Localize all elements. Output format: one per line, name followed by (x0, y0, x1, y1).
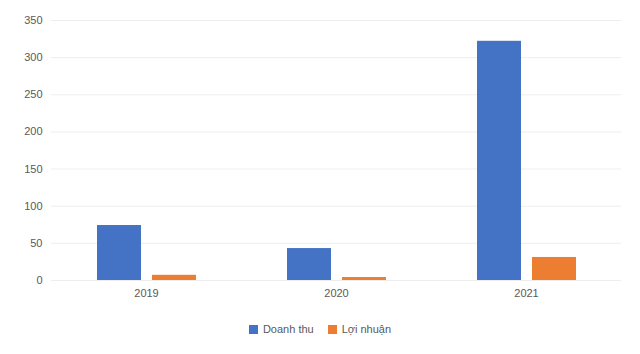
html-text:Lợi nhuận: Lợi nhuận (341, 323, 392, 335)
html-text:Doanh thu: Doanh thu (262, 323, 314, 335)
svg-text:2019: 2019 (134, 287, 158, 299)
svg-text:100: 100 (24, 200, 42, 212)
svg-text:0: 0 (36, 274, 42, 286)
svg-text:250: 250 (24, 88, 42, 100)
svg-text:2021: 2021 (514, 287, 538, 299)
svg-text:2020: 2020 (324, 287, 348, 299)
svg-text:200: 200 (24, 125, 42, 137)
svg-text:350: 350 (24, 14, 42, 26)
svg-text:50: 50 (30, 237, 42, 249)
svg-text:300: 300 (24, 51, 42, 63)
svg-text:150: 150 (24, 163, 42, 175)
